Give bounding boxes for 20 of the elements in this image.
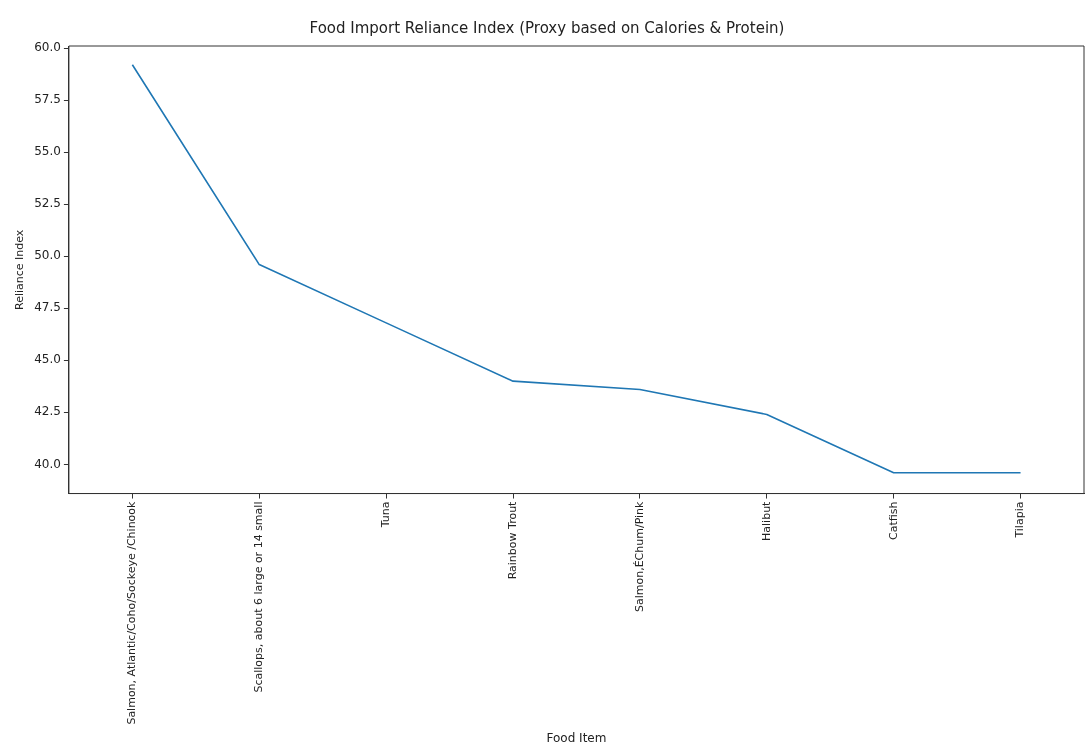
x-tick-label: Salmon, Atlantic/Coho/Sockeye /Chinook (125, 500, 139, 725)
y-tick-label: 50.0 (34, 248, 61, 263)
x-tick-label: Tuna (378, 501, 392, 529)
y-tick-label: 40.0 (34, 456, 61, 471)
x-tick-label: Scallops, about 6 large or 14 small (252, 501, 266, 693)
chart-title: Food Import Reliance Index (Proxy based on Calories & Protein) (309, 18, 785, 37)
x-axis-title: Food Item (546, 730, 607, 745)
x-tick-label: Salmon,ÉChum/Pink (632, 500, 646, 613)
x-tick-label: Catfish (886, 501, 900, 540)
y-axis-title: Reliance Index (13, 229, 27, 310)
y-tick-label: 45.0 (34, 352, 61, 367)
x-tick-label: Tilapia (1013, 501, 1027, 539)
y-tick-label: 55.0 (34, 144, 61, 159)
y-tick-label: 52.5 (34, 196, 61, 211)
y-tick-label: 60.0 (34, 40, 61, 55)
y-tick-label: 42.5 (34, 404, 61, 419)
x-tick-label: Rainbow Trout (505, 500, 519, 580)
y-tick-label: 47.5 (34, 300, 61, 315)
x-tick-label: Halibut (759, 500, 773, 541)
y-tick-label: 57.5 (34, 92, 61, 107)
